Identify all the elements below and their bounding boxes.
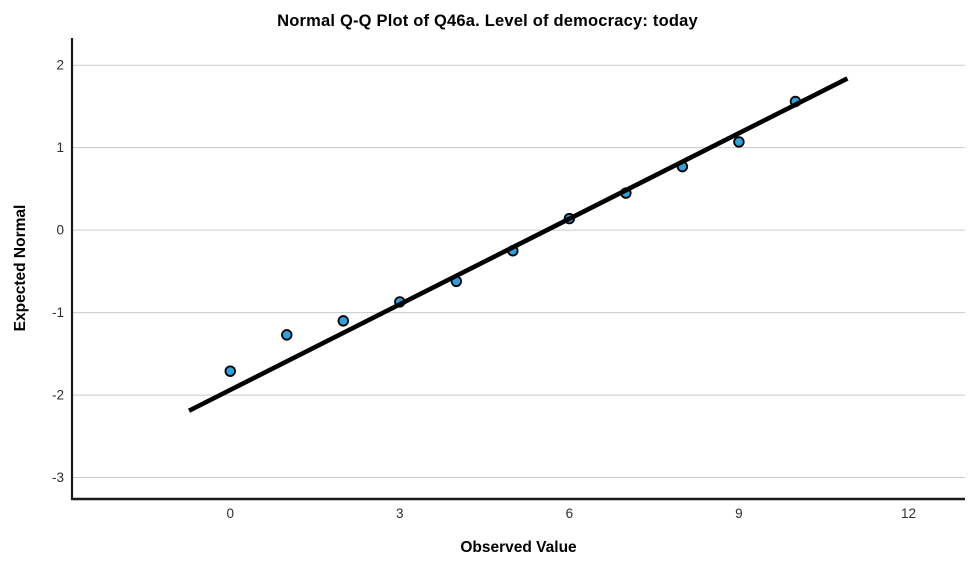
data-point [337,315,349,327]
y-tick-label: 0 [56,223,64,238]
y-tick-label: 2 [56,58,64,73]
y-tick-label: -1 [52,305,64,320]
reference-line [187,76,849,413]
data-point [281,329,293,341]
x-tick-label: 12 [901,506,916,521]
data-point [224,365,236,377]
x-tick-label: 0 [226,506,234,521]
x-axis-title: Observed Value [460,539,577,556]
y-tick-label: -3 [52,470,64,485]
y-tick-label: 1 [56,140,64,155]
x-tick-label: 9 [735,506,743,521]
data-point [733,136,745,148]
y-tick-label: -2 [52,388,64,403]
x-tick-label: 3 [396,506,404,521]
x-tick-label: 6 [566,506,574,521]
chart-title: Normal Q-Q Plot of Q46a. Level of democr… [277,12,698,30]
